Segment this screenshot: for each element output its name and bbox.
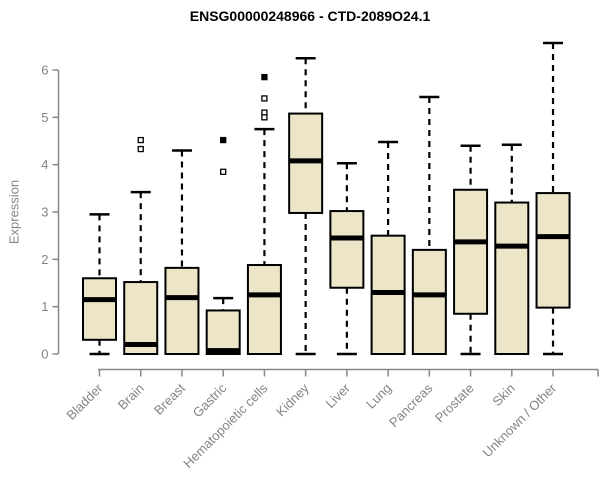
y-tick-label-5: 5 xyxy=(41,110,48,125)
x-tick-label-unknown-other: Unknown / Other xyxy=(480,380,560,460)
outlier-hematopoietic-cells-3 xyxy=(261,114,268,121)
box-hematopoietic-cells xyxy=(246,264,282,355)
box-unknown-other xyxy=(535,192,571,309)
x-tick-label-skin: Skin xyxy=(489,381,517,409)
x-tick-label-liver: Liver xyxy=(322,380,353,411)
x-tick-label-bladder: Bladder xyxy=(63,380,106,423)
y-tick-label-6: 6 xyxy=(41,63,48,78)
box-skin xyxy=(494,201,530,355)
box-gastric xyxy=(205,309,241,355)
box-bladder xyxy=(82,277,117,341)
x-tick-label-pancreas: Pancreas xyxy=(386,380,436,430)
outlier-hematopoietic-cells-0 xyxy=(261,73,268,81)
x-tick-label-brain: Brain xyxy=(115,381,147,413)
outlier-brain-0 xyxy=(137,136,144,144)
box-pancreas xyxy=(411,248,447,355)
y-tick-label-4: 4 xyxy=(41,157,48,172)
y-tick-label-1: 1 xyxy=(41,299,48,314)
chart-title: ENSG00000248966 - CTD-2089O24.1 xyxy=(189,8,431,24)
y-tick-label-0: 0 xyxy=(41,347,48,362)
box-brain xyxy=(123,281,159,356)
x-tick-label-lung: Lung xyxy=(363,381,394,412)
outlier-hematopoietic-cells-1 xyxy=(261,95,268,102)
box-breast xyxy=(164,266,200,356)
x-tick-label-breast: Breast xyxy=(151,380,188,417)
x-tick-label-kidney: Kidney xyxy=(273,380,312,419)
y-tick-label-2: 2 xyxy=(41,252,48,267)
x-tick-label-prostate: Prostate xyxy=(432,381,477,426)
outlier-gastric-0 xyxy=(220,136,227,144)
box-liver xyxy=(329,210,365,289)
box-prostate xyxy=(453,188,489,315)
x-tick-label-gastric: Gastric xyxy=(190,380,230,420)
outlier-brain-1 xyxy=(137,145,144,153)
outlier-gastric-1 xyxy=(220,168,227,175)
y-tick-label-3: 3 xyxy=(41,205,48,220)
